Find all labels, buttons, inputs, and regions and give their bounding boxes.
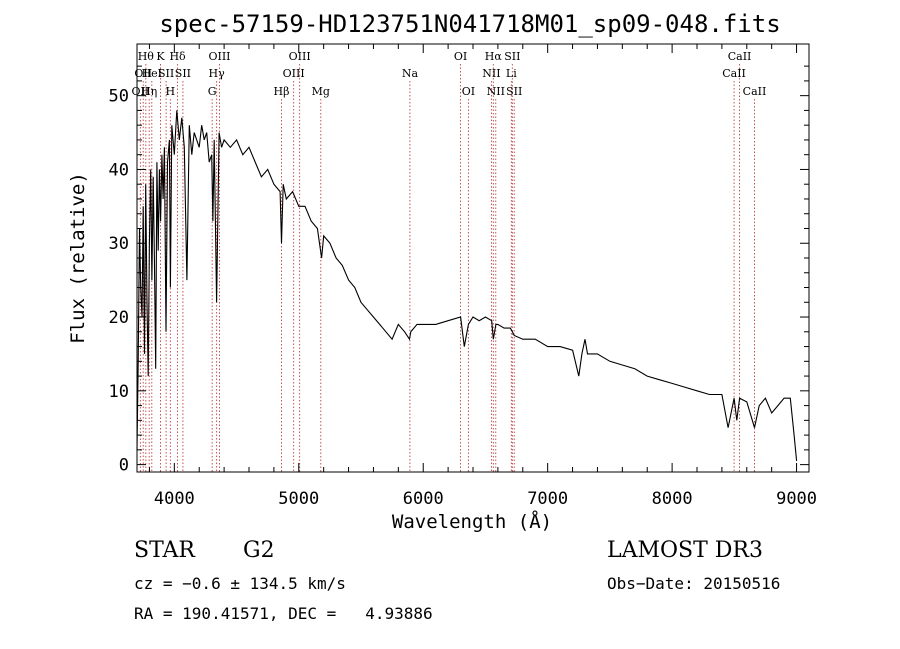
x-axis: 4000 5000 6000 7000 8000 9000 (148, 44, 817, 509)
line-label: H (166, 85, 176, 98)
object-class: STAR (134, 538, 195, 563)
line-label: OIII (283, 67, 305, 80)
line-label: K (156, 50, 165, 63)
chart-title: spec-57159-HD123751N041718M01_sp09-048.f… (159, 10, 780, 38)
y-tick-label: 30 (109, 234, 129, 254)
line-label: OI (462, 85, 475, 98)
line-label: HeI (142, 67, 162, 80)
x-tick-label: 4000 (154, 489, 195, 509)
line-label: Hδ (169, 50, 186, 63)
line-label: Mg (312, 85, 330, 98)
line-label: Hα (485, 50, 503, 63)
line-label: OIII (289, 50, 311, 63)
survey-name: LAMOST DR3 (607, 538, 763, 563)
y-tick-label: 0 (119, 456, 129, 476)
coordinates-readout: RA = 190.41571, DEC = 4.93886 (134, 604, 433, 623)
line-label: NII (482, 67, 500, 80)
line-label: Hγ (209, 67, 226, 80)
line-label: OI (454, 50, 467, 63)
x-axis-label: Wavelength (Å) (392, 510, 552, 533)
line-label: NII (487, 85, 505, 98)
y-axis-label: Flux (relative) (67, 172, 89, 344)
y-axis: 0 10 20 30 40 50 (109, 65, 809, 476)
x-tick-label: 6000 (403, 489, 444, 509)
spectrum-line (136, 110, 798, 461)
redshift-readout: cz = −0.6 ± 134.5 km/s (134, 574, 346, 593)
y-tick-label: 20 (109, 308, 129, 328)
line-label: CaII (722, 67, 746, 80)
line-label: SII (504, 50, 520, 63)
line-label: CaII (728, 50, 752, 63)
line-label: SII (506, 85, 522, 98)
line-label: OII (132, 85, 150, 98)
line-markers (139, 64, 755, 472)
line-label: OIII (208, 50, 230, 63)
x-tick-label: 7000 (527, 489, 568, 509)
line-label: Hη (141, 85, 157, 98)
x-tick-label: 9000 (776, 489, 817, 509)
observation-date: Obs−Date: 20150516 (607, 574, 781, 593)
y-tick-label: 10 (109, 382, 129, 402)
line-label: OII (134, 67, 152, 80)
x-tick-label: 5000 (278, 489, 319, 509)
line-label: SII (158, 67, 174, 80)
x-tick-label: 8000 (652, 489, 693, 509)
y-tick-label: 50 (109, 87, 129, 107)
line-label: G (208, 85, 217, 98)
y-tick-label: 40 (109, 160, 129, 180)
plot-frame (136, 43, 810, 473)
line-label: Li (506, 67, 517, 80)
spectral-subclass: G2 (243, 538, 275, 563)
line-labels: OII OII Hθ Hη HeI K SII H Hδ SII G Hγ OIII Hβ OIII OIII… (132, 50, 767, 98)
line-label: Hβ (274, 85, 290, 98)
line-label: SII (175, 67, 191, 80)
line-label: Hθ (138, 50, 155, 63)
line-label: Na (402, 67, 419, 80)
line-label: CaII (743, 85, 767, 98)
